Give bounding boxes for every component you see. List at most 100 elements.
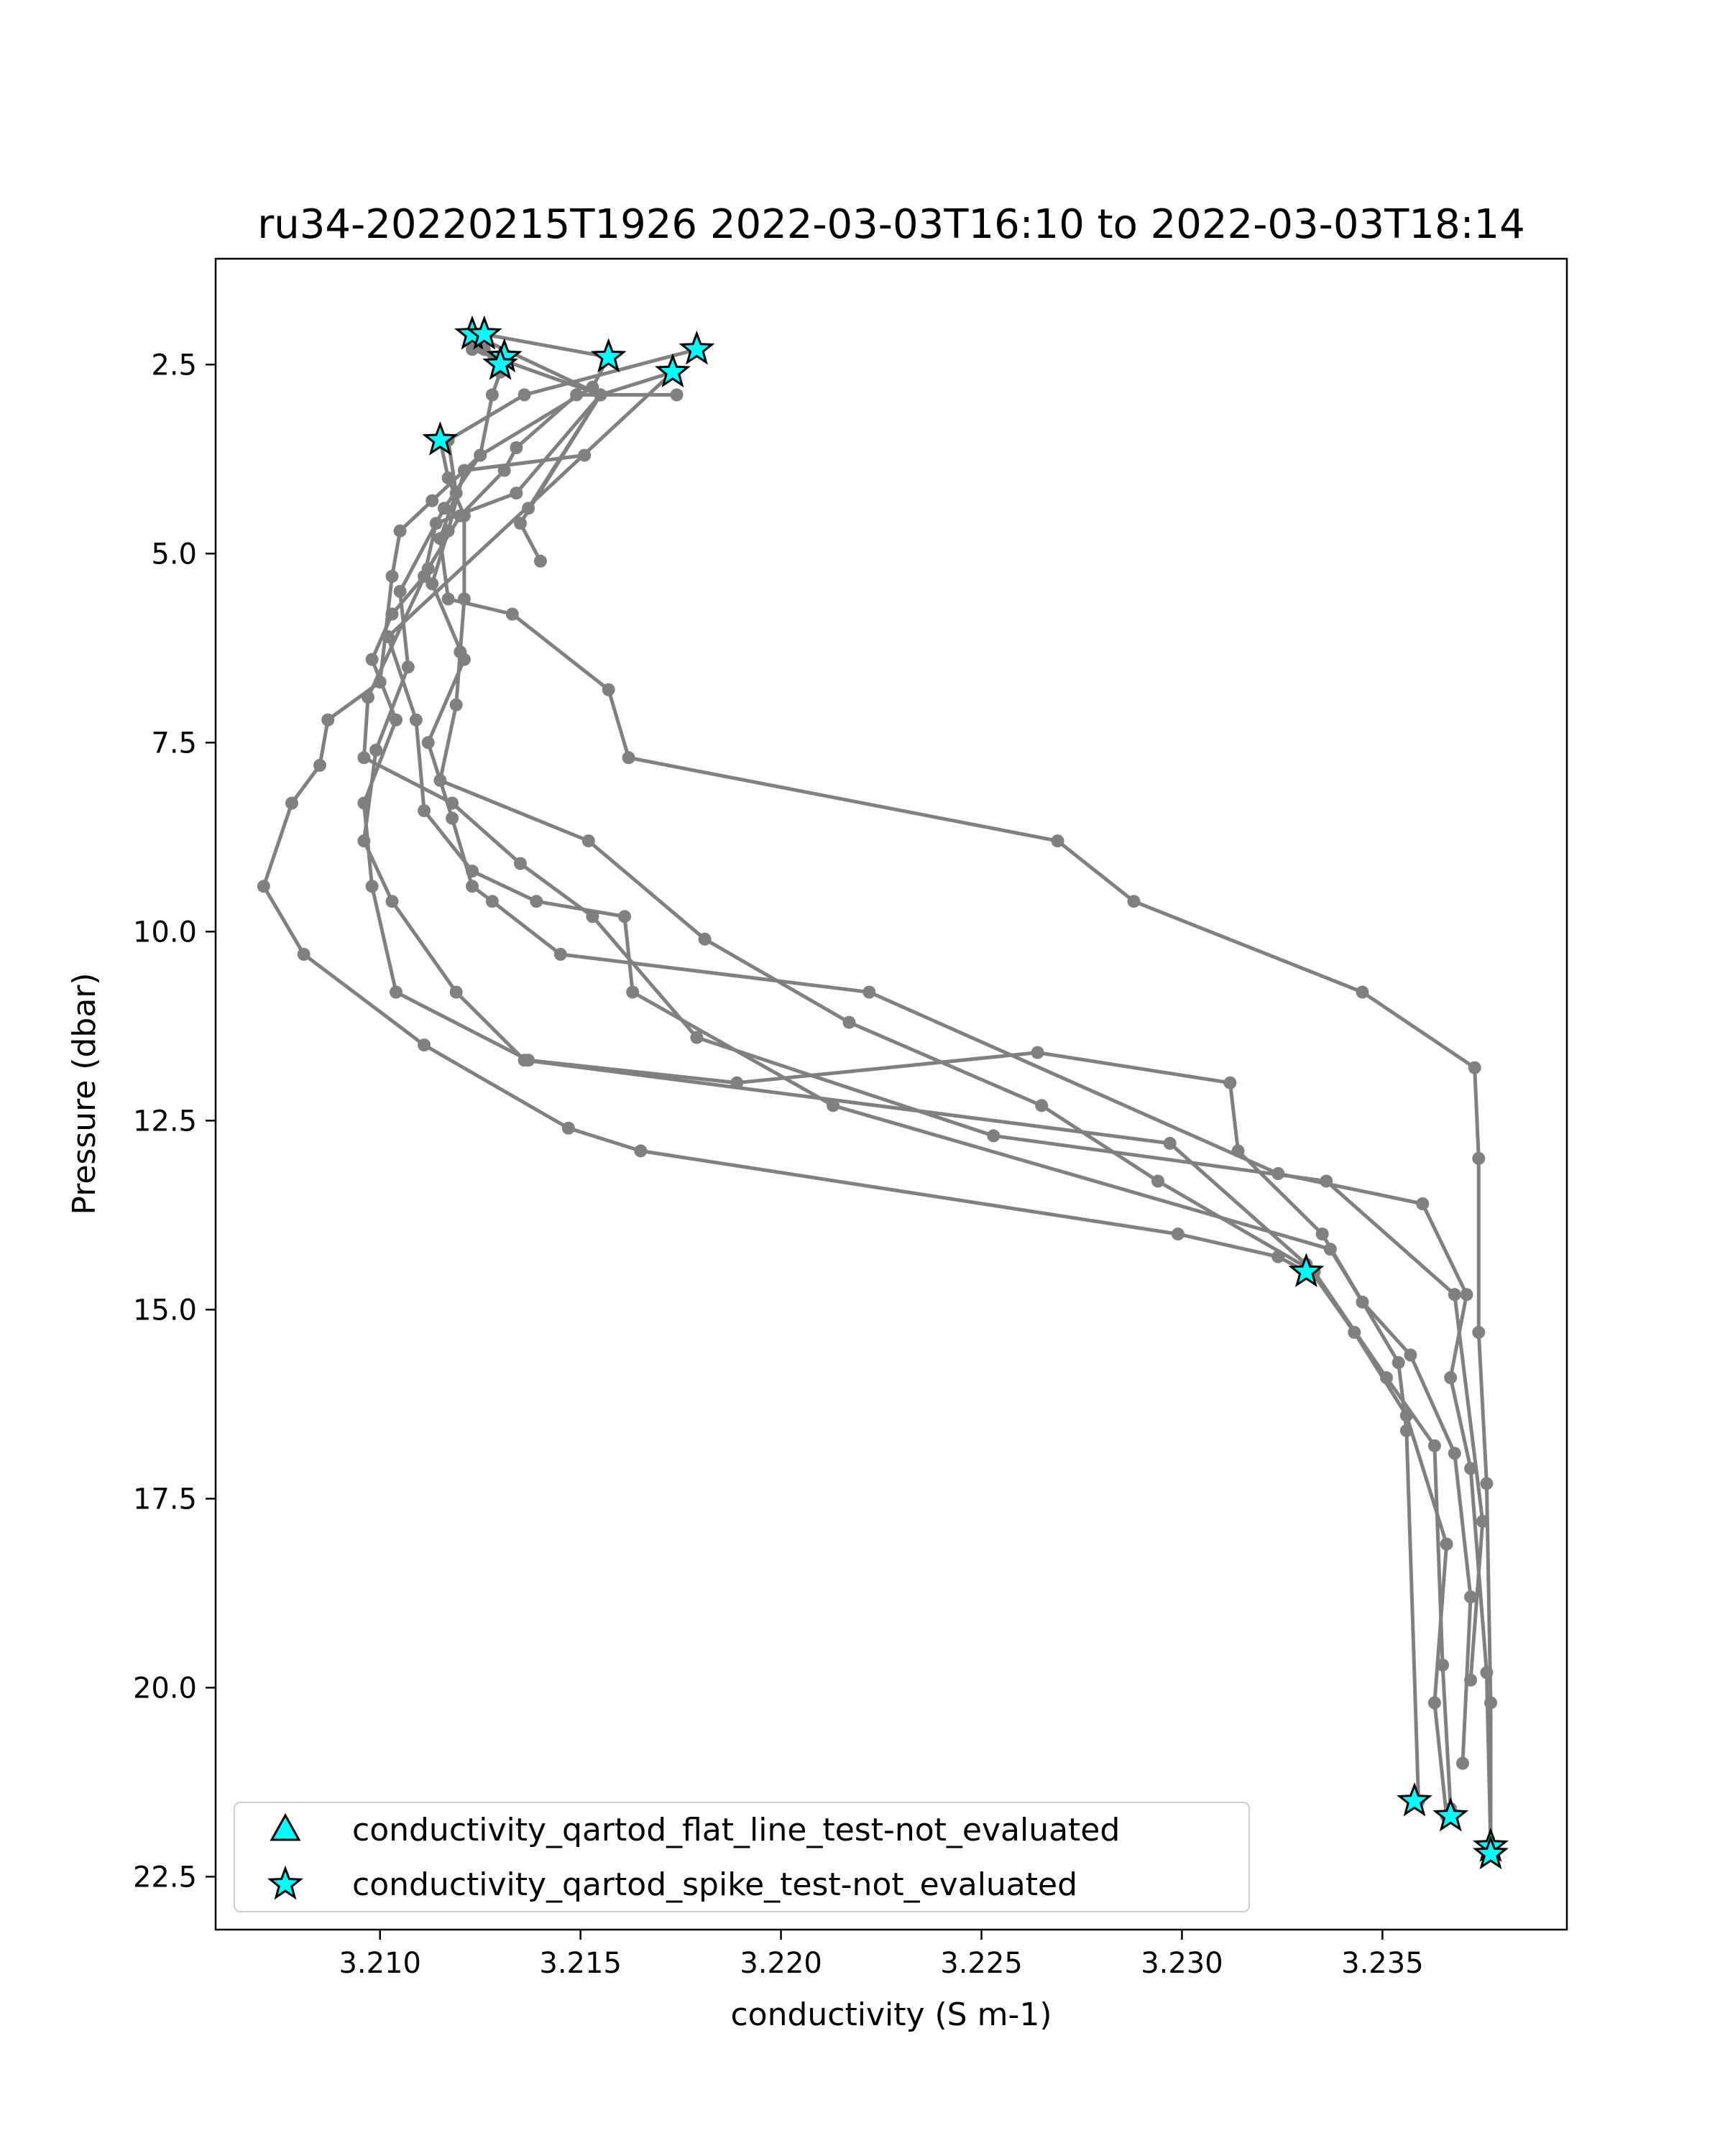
data-point	[987, 1129, 1000, 1143]
spike-test-star-marker	[422, 421, 459, 456]
series-line	[362, 332, 1449, 1817]
data-point	[321, 713, 335, 727]
data-point	[518, 388, 531, 402]
series-line	[362, 347, 1421, 1802]
x-axis-ticks: 3.210 3.215 3.220 3.225 3.230 3.235	[339, 1930, 1424, 1980]
data-point	[385, 569, 399, 583]
x-tick-label: 3.225	[940, 1947, 1023, 1980]
data-point	[369, 743, 383, 757]
data-point	[510, 487, 523, 500]
y-tick-label: 20.0	[133, 1672, 197, 1705]
data-point	[1315, 1227, 1329, 1241]
data-point	[257, 880, 270, 893]
data-point	[441, 471, 455, 485]
y-tick-label: 2.5	[151, 349, 197, 382]
data-point	[533, 554, 547, 568]
data-point	[418, 1038, 431, 1052]
data-point	[409, 713, 423, 727]
x-axis-label: conductivity (S m-1)	[730, 1996, 1052, 2033]
data-point	[1468, 1061, 1481, 1074]
legend-label: conductivity_qartod_flat_line_test-not_e…	[352, 1812, 1120, 1848]
data-point	[1035, 1099, 1049, 1112]
series-4	[421, 448, 1497, 1853]
data-point	[418, 804, 431, 817]
data-point	[842, 1015, 856, 1029]
data-point	[313, 758, 326, 772]
data-point	[1171, 1227, 1184, 1241]
x-tick-label: 3.235	[1341, 1947, 1424, 1980]
spike-test-star-marker	[654, 353, 691, 388]
series-layer	[257, 328, 1497, 1861]
data-point	[1127, 895, 1141, 908]
star-icon	[267, 1865, 303, 1900]
legend: conductivity_qartod_flat_line_test-not_e…	[234, 1802, 1250, 1912]
data-point	[449, 985, 463, 999]
data-point	[690, 1031, 704, 1044]
data-point	[670, 388, 684, 402]
spike-test-star-marker	[466, 315, 502, 350]
data-point	[622, 751, 635, 765]
data-point	[1151, 1174, 1164, 1188]
data-point	[862, 985, 876, 999]
x-tick-label: 3.210	[339, 1947, 421, 1980]
series-line	[438, 439, 1453, 1809]
data-point	[393, 524, 407, 538]
y-tick-label: 7.5	[151, 727, 197, 760]
data-point	[570, 388, 584, 402]
data-point	[365, 653, 379, 666]
data-point	[586, 910, 599, 923]
data-point	[362, 691, 374, 704]
data-point	[1416, 1197, 1430, 1210]
data-point	[390, 985, 402, 999]
data-point	[1448, 1447, 1461, 1460]
data-point	[454, 645, 467, 659]
chart-title: ru34-20220215T1926 2022-03-03T16:10 to 2…	[257, 201, 1524, 248]
legend-item-triangle: conductivity_qartod_flat_line_test-not_e…	[270, 1812, 1120, 1848]
data-point	[385, 607, 399, 621]
y-tick-label: 17.5	[133, 1483, 197, 1516]
data-point	[441, 592, 455, 606]
data-point	[446, 796, 459, 810]
data-point	[485, 895, 499, 908]
data-point	[1480, 1477, 1494, 1491]
x-tick-label: 3.230	[1141, 1947, 1223, 1980]
data-point	[381, 630, 395, 643]
data-point	[426, 494, 439, 507]
data-point	[438, 502, 451, 515]
data-point	[581, 834, 595, 848]
series-line	[438, 347, 1493, 1854]
y-axis-ticks: 2.5 5.0 7.5 10.0 12.5 15.0 17.5 20.0 22.5	[133, 349, 216, 1894]
series-2	[257, 343, 1313, 1279]
data-point	[602, 683, 615, 696]
legend-frame	[234, 1802, 1250, 1912]
data-point	[1031, 1046, 1044, 1059]
marker-layer	[422, 315, 1509, 1870]
spike-test-star-marker	[590, 338, 627, 373]
data-point	[357, 751, 371, 765]
spike-test-star-marker	[678, 330, 715, 365]
x-tick-label: 3.220	[740, 1947, 822, 1980]
y-tick-label: 10.0	[133, 916, 197, 949]
data-point	[1456, 1756, 1469, 1770]
plot-frame	[214, 257, 1568, 1931]
series-9	[433, 433, 1458, 1815]
data-point	[393, 584, 407, 598]
data-point	[518, 1054, 531, 1067]
data-point	[433, 773, 447, 787]
data-point	[421, 736, 435, 750]
legend-item-star: conductivity_qartod_spike_test-not_evalu…	[267, 1865, 1077, 1903]
spike-test-star-marker	[482, 346, 519, 380]
data-point	[1380, 1371, 1393, 1384]
data-point	[561, 1121, 575, 1135]
series-line	[362, 392, 1485, 1680]
series-5	[357, 328, 1453, 1823]
data-point	[1472, 1151, 1486, 1165]
data-point	[365, 880, 379, 893]
spike-test-star-marker	[1432, 1797, 1469, 1832]
data-point	[1476, 1514, 1489, 1528]
data-point	[1427, 1696, 1441, 1710]
data-point	[1356, 985, 1369, 999]
data-point	[1320, 1174, 1333, 1188]
data-point	[1427, 1439, 1441, 1452]
y-tick-label: 22.5	[133, 1861, 197, 1894]
